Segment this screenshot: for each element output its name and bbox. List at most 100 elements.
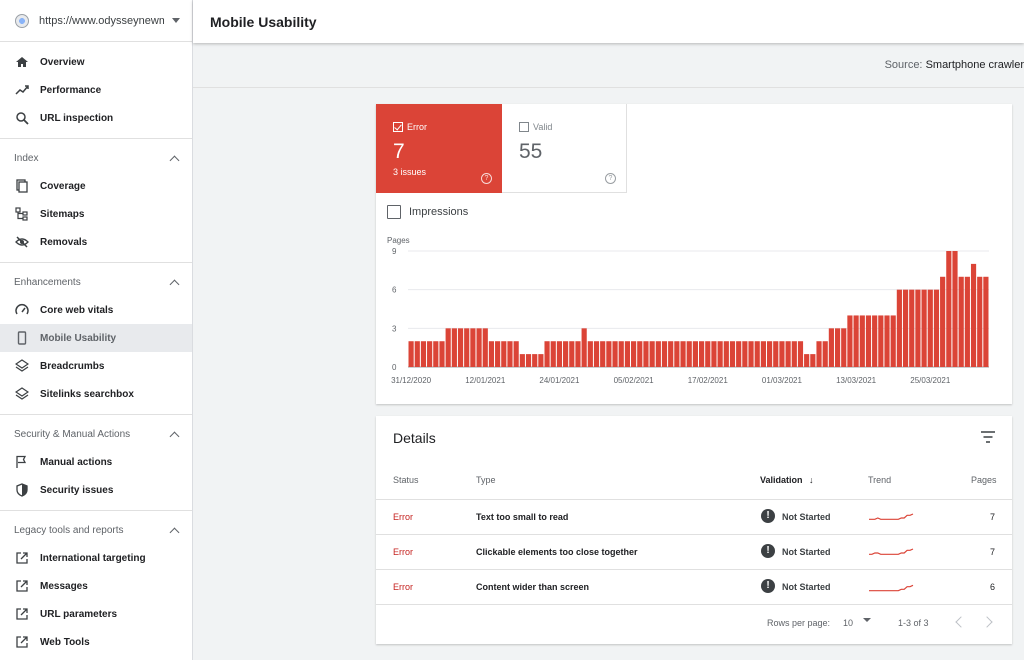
sidebar-item-breadcrumbs[interactable]: Breadcrumbs <box>0 352 192 380</box>
group-header-enhancements[interactable]: Enhancements <box>0 269 192 296</box>
chart-bar <box>983 276 989 367</box>
sidebar-item-coverage[interactable]: Coverage <box>0 172 192 200</box>
nav-group-security: Security & Manual Actions Manual actions… <box>0 415 192 511</box>
sidebar-item-performance[interactable]: Performance <box>0 76 192 104</box>
rows-per-page-select[interactable]: 10 <box>843 618 854 628</box>
col-validation[interactable]: Validation ↓ <box>760 475 814 485</box>
y-axis-label: Pages <box>387 236 410 245</box>
next-page-icon[interactable] <box>981 616 993 628</box>
summary-chart-card: Error 7 3 issues ? Valid 55 ? Impression… <box>376 104 1012 404</box>
sidebar-item-messages[interactable]: Messages <box>0 572 192 600</box>
source-prefix: Source: <box>884 59 923 71</box>
table-row[interactable]: Error Text too small to read ! Not Start… <box>376 500 1012 535</box>
dropdown-arrow-icon[interactable] <box>863 618 871 622</box>
trend-icon <box>15 83 29 97</box>
sidebar-item-manual-actions[interactable]: Manual actions <box>0 448 192 476</box>
prev-page-icon[interactable] <box>955 616 967 628</box>
header-bar: Mobile Usability <box>193 0 1024 43</box>
row-status: Error <box>393 512 413 522</box>
error-count: 7 <box>393 140 405 163</box>
external-link-icon <box>15 607 29 621</box>
x-tick-label: 13/03/2021 <box>836 376 877 385</box>
chart-bar <box>427 341 433 367</box>
page-range: 1-3 of 3 <box>898 618 929 628</box>
chart-bar <box>760 341 766 367</box>
table-row[interactable]: Error Content wider than screen ! Not St… <box>376 570 1012 605</box>
row-validation: Not Started <box>782 512 831 522</box>
col-trend[interactable]: Trend <box>868 475 892 485</box>
table-header: Status Type Validation ↓ Trend Pages <box>376 468 1012 500</box>
property-url: https://www.odysseynewme... <box>39 14 164 27</box>
sidebar-item-overview[interactable]: Overview <box>0 48 192 76</box>
sidebar-item-sitemaps[interactable]: Sitemaps <box>0 200 192 228</box>
col-type[interactable]: Type <box>476 475 496 485</box>
sidebar-item-web-tools[interactable]: Web Tools <box>0 628 192 656</box>
sidebar-item-mobile-usability[interactable]: Mobile Usability <box>0 324 192 352</box>
source-value[interactable]: Smartphone crawler <box>925 59 1024 71</box>
chart-bar <box>711 341 717 367</box>
impressions-toggle[interactable]: Impressions <box>387 205 468 219</box>
group-title: Enhancements <box>14 277 81 288</box>
error-tile[interactable]: Error 7 3 issues ? <box>376 104 502 193</box>
group-title: Index <box>14 153 39 164</box>
layers-icon <box>15 387 29 401</box>
chart-bar <box>946 251 952 367</box>
filter-icon[interactable] <box>981 431 995 443</box>
home-icon <box>15 55 29 69</box>
group-header-security[interactable]: Security & Manual Actions <box>0 421 192 448</box>
chart-bar <box>816 341 822 367</box>
chart-bar <box>538 354 544 367</box>
gauge-icon <box>15 303 29 317</box>
chart-bar <box>896 289 902 367</box>
chart-bar <box>637 341 643 367</box>
property-selector[interactable]: https://www.odysseynewme... <box>0 0 192 42</box>
chart-bar <box>909 289 915 367</box>
x-tick-label: 12/01/2021 <box>465 376 506 385</box>
y-tick-label: 3 <box>392 324 397 333</box>
chart-bar <box>791 341 797 367</box>
sidebar-item-label: Messages <box>40 580 88 592</box>
chevron-up-icon <box>169 279 180 290</box>
chart-bar <box>544 341 550 367</box>
chart-bar <box>878 315 884 367</box>
col-status[interactable]: Status <box>393 475 419 485</box>
col-pages[interactable]: Pages <box>971 475 997 485</box>
chevron-up-icon <box>169 431 180 442</box>
group-header-legacy[interactable]: Legacy tools and reports <box>0 517 192 544</box>
alert-icon: ! <box>761 544 775 558</box>
chart-bar <box>550 341 556 367</box>
help-icon[interactable]: ? <box>605 173 616 184</box>
sidebar-item-security-issues[interactable]: Security issues <box>0 476 192 504</box>
alert-icon: ! <box>761 509 775 523</box>
y-tick-label: 0 <box>392 363 397 372</box>
sidebar-item-url-parameters[interactable]: URL parameters <box>0 600 192 628</box>
details-card: Details Status Type Validation ↓ Trend P… <box>376 416 1012 644</box>
table-row[interactable]: Error Clickable elements too close toget… <box>376 535 1012 570</box>
group-header-index[interactable]: Index <box>0 145 192 172</box>
chart-bar <box>822 341 828 367</box>
chart-bar <box>501 341 507 367</box>
nav-group-main: Overview Performance URL inspection <box>0 42 192 139</box>
sidebar-item-international-targeting[interactable]: International targeting <box>0 544 192 572</box>
sidebar-item-core-web-vitals[interactable]: Core web vitals <box>0 296 192 324</box>
sidebar-item-sitelinks-searchbox[interactable]: Sitelinks searchbox <box>0 380 192 408</box>
help-icon[interactable]: ? <box>481 173 492 184</box>
chart-bar <box>785 341 791 367</box>
valid-tile[interactable]: Valid 55 ? <box>502 104 627 193</box>
chart-bar <box>575 341 581 367</box>
nav-group-index: Index Coverage Sitemaps Removals <box>0 139 192 263</box>
flag-icon <box>15 455 29 469</box>
chart-bar <box>674 341 680 367</box>
x-tick-label: 25/03/2021 <box>910 376 951 385</box>
chart-bar <box>525 354 532 367</box>
phone-icon <box>15 331 29 345</box>
sidebar-item-label: URL inspection <box>40 112 114 124</box>
sidebar-item-label: Sitemaps <box>40 208 85 220</box>
sidebar-item-removals[interactable]: Removals <box>0 228 192 256</box>
row-validation: Not Started <box>782 547 831 557</box>
chart-bar <box>631 341 637 367</box>
x-tick-label: 05/02/2021 <box>614 376 655 385</box>
chart-bar <box>841 328 847 367</box>
chart-bar <box>915 289 921 367</box>
sidebar-item-url-inspection[interactable]: URL inspection <box>0 104 192 132</box>
